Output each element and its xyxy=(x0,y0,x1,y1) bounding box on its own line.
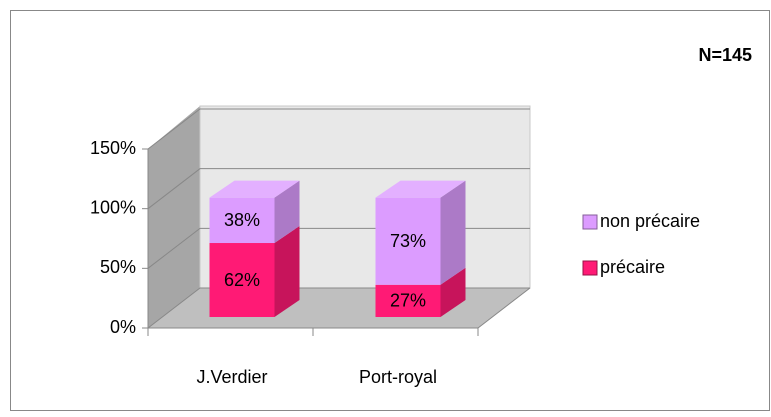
floor xyxy=(148,288,530,328)
data-label: 73% xyxy=(390,231,426,251)
x-axis-depth xyxy=(477,287,531,329)
bar xyxy=(375,197,441,285)
x-tick-label: J.Verdier xyxy=(196,367,267,387)
bar-side xyxy=(440,180,466,285)
bar-top xyxy=(209,180,300,198)
y-tick-label: 0% xyxy=(110,317,136,337)
bar xyxy=(375,284,441,317)
side-wall xyxy=(148,106,200,328)
bar-side xyxy=(440,267,466,317)
y-tick-label: 50% xyxy=(100,257,136,277)
y-tick-label: 100% xyxy=(90,197,136,217)
data-label: 27% xyxy=(390,291,426,311)
x-tick-label: Port-royal xyxy=(359,367,437,387)
bar xyxy=(209,243,275,317)
bar-side xyxy=(274,226,300,317)
bar-side xyxy=(274,180,300,244)
walls xyxy=(147,105,531,336)
legend-label: non précaire xyxy=(600,211,700,231)
y-tick-label: 150% xyxy=(90,138,136,158)
bar-top xyxy=(375,180,466,198)
data-label: 38% xyxy=(224,210,260,230)
annotation: N=145 xyxy=(698,45,752,65)
legend-swatch xyxy=(582,260,598,276)
legend-swatch xyxy=(582,214,598,230)
grid-line xyxy=(147,108,530,150)
data-label: 62% xyxy=(224,270,260,290)
legend-label: précaire xyxy=(600,257,665,277)
bar xyxy=(209,197,275,244)
grid-line xyxy=(147,168,530,210)
